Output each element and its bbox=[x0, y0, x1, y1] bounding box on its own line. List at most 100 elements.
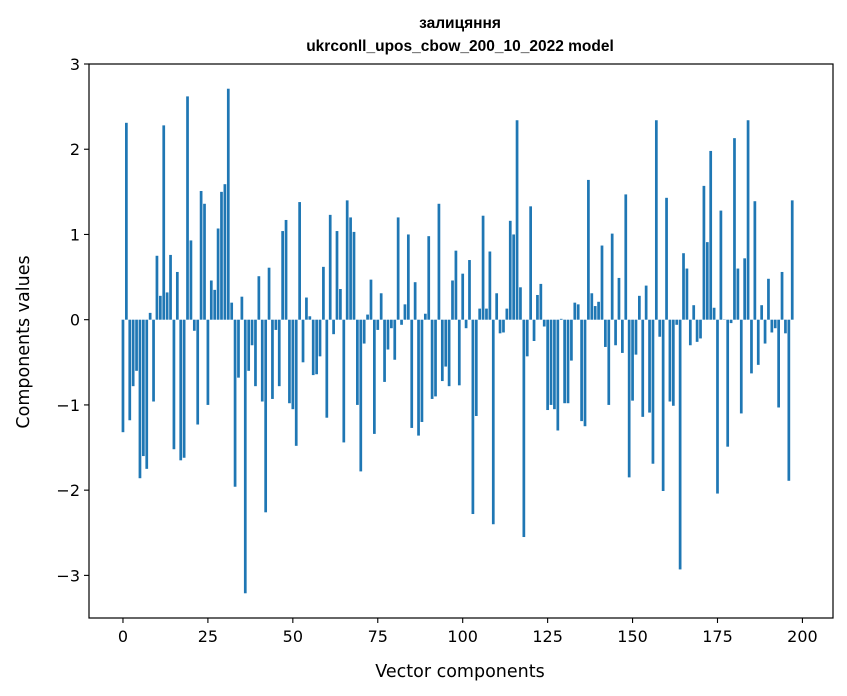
bar-26 bbox=[209, 280, 213, 320]
bar-170 bbox=[699, 319, 702, 339]
bar-37 bbox=[247, 319, 251, 371]
bar-136 bbox=[583, 319, 587, 427]
bar-165 bbox=[682, 253, 685, 320]
bar-98 bbox=[454, 250, 458, 320]
bar-33 bbox=[233, 319, 237, 487]
bar-132 bbox=[570, 319, 573, 361]
bar-113 bbox=[505, 308, 509, 320]
bar-39 bbox=[254, 319, 257, 387]
bar-111 bbox=[498, 319, 502, 334]
bar-118 bbox=[522, 319, 526, 538]
bar-155 bbox=[648, 319, 651, 413]
bar-79 bbox=[390, 319, 393, 329]
bar-102 bbox=[468, 260, 471, 320]
bar-5 bbox=[138, 319, 142, 479]
bar-133 bbox=[573, 302, 577, 320]
x-tick-label: 200 bbox=[787, 627, 818, 646]
bar-91 bbox=[430, 319, 434, 399]
bar-22 bbox=[196, 319, 200, 425]
bar-164 bbox=[678, 319, 682, 570]
bar-59 bbox=[322, 266, 325, 320]
bar-44 bbox=[271, 319, 274, 399]
bar-138 bbox=[590, 293, 594, 320]
bar-16 bbox=[175, 271, 179, 320]
bar-0 bbox=[121, 319, 125, 433]
bar-190 bbox=[767, 278, 770, 320]
bar-51 bbox=[294, 319, 298, 446]
x-axis-label: Vector components bbox=[375, 662, 544, 682]
x-tick-label: 0 bbox=[118, 627, 128, 646]
bar-143 bbox=[607, 319, 611, 405]
bar-68 bbox=[352, 231, 356, 320]
bar-140 bbox=[597, 301, 600, 320]
bar-169 bbox=[695, 319, 699, 342]
bar-131 bbox=[566, 319, 570, 404]
bar-114 bbox=[508, 220, 512, 320]
bar-134 bbox=[576, 304, 580, 320]
bar-17 bbox=[179, 319, 183, 461]
chart-title-line-1: залицяння bbox=[419, 15, 501, 32]
bar-120 bbox=[529, 206, 532, 320]
bar-188 bbox=[760, 305, 764, 320]
bar-142 bbox=[604, 319, 607, 347]
bar-35 bbox=[240, 296, 244, 320]
x-tick-label: 125 bbox=[532, 627, 563, 646]
bar-154 bbox=[644, 285, 648, 320]
bar-163 bbox=[675, 319, 679, 325]
bar-173 bbox=[709, 150, 713, 320]
chart-title-line-2: ukrconll_upos_cbow_200_10_2022 model bbox=[306, 38, 614, 55]
bar-192 bbox=[773, 319, 777, 329]
bar-183 bbox=[743, 258, 747, 320]
bar-141 bbox=[600, 245, 604, 320]
bar-130 bbox=[563, 319, 566, 404]
bar-57 bbox=[315, 319, 318, 375]
bar-27 bbox=[213, 289, 217, 320]
bar-129 bbox=[559, 318, 563, 320]
bar-40 bbox=[257, 276, 261, 320]
bar-175 bbox=[716, 319, 719, 494]
bar-6 bbox=[142, 319, 145, 457]
y-tick-label: −1 bbox=[56, 396, 80, 415]
bar-179 bbox=[729, 319, 733, 324]
bar-84 bbox=[406, 234, 410, 320]
x-axis-ticks: 0 25 50 75 100 125 150 175 200 bbox=[118, 618, 818, 646]
bar-186 bbox=[753, 201, 757, 320]
bar-54 bbox=[305, 297, 308, 320]
bar-77 bbox=[383, 319, 386, 382]
bar-47 bbox=[281, 231, 284, 320]
bar-81 bbox=[396, 217, 400, 320]
bar-185 bbox=[750, 319, 753, 374]
bar-29 bbox=[220, 191, 223, 320]
bar-93 bbox=[437, 203, 441, 320]
bar-158 bbox=[658, 319, 662, 337]
bar-34 bbox=[237, 319, 240, 378]
bar-18 bbox=[182, 319, 186, 458]
bar-30 bbox=[223, 184, 227, 320]
y-tick-label: 3 bbox=[70, 55, 80, 74]
bar-74 bbox=[373, 319, 376, 434]
bar-103 bbox=[471, 319, 475, 515]
y-axis-label: Components values bbox=[14, 255, 34, 428]
bar-153 bbox=[641, 319, 645, 417]
bar-109 bbox=[491, 319, 495, 525]
bar-166 bbox=[685, 268, 689, 320]
bar-115 bbox=[512, 234, 516, 320]
bar-144 bbox=[610, 233, 614, 320]
bar-139 bbox=[593, 306, 597, 320]
bar-151 bbox=[634, 319, 638, 355]
bar-117 bbox=[519, 287, 522, 320]
bar-187 bbox=[756, 319, 760, 365]
bar-96 bbox=[447, 319, 451, 387]
bar-121 bbox=[532, 319, 536, 341]
bar-13 bbox=[165, 292, 169, 320]
bar-64 bbox=[339, 289, 342, 320]
bar-86 bbox=[413, 282, 417, 320]
bar-95 bbox=[444, 319, 448, 367]
bar-75 bbox=[376, 319, 380, 330]
bar-147 bbox=[621, 319, 624, 353]
bar-168 bbox=[692, 305, 696, 320]
bar-3 bbox=[131, 319, 135, 387]
bar-159 bbox=[661, 319, 665, 491]
bar-157 bbox=[654, 120, 658, 320]
